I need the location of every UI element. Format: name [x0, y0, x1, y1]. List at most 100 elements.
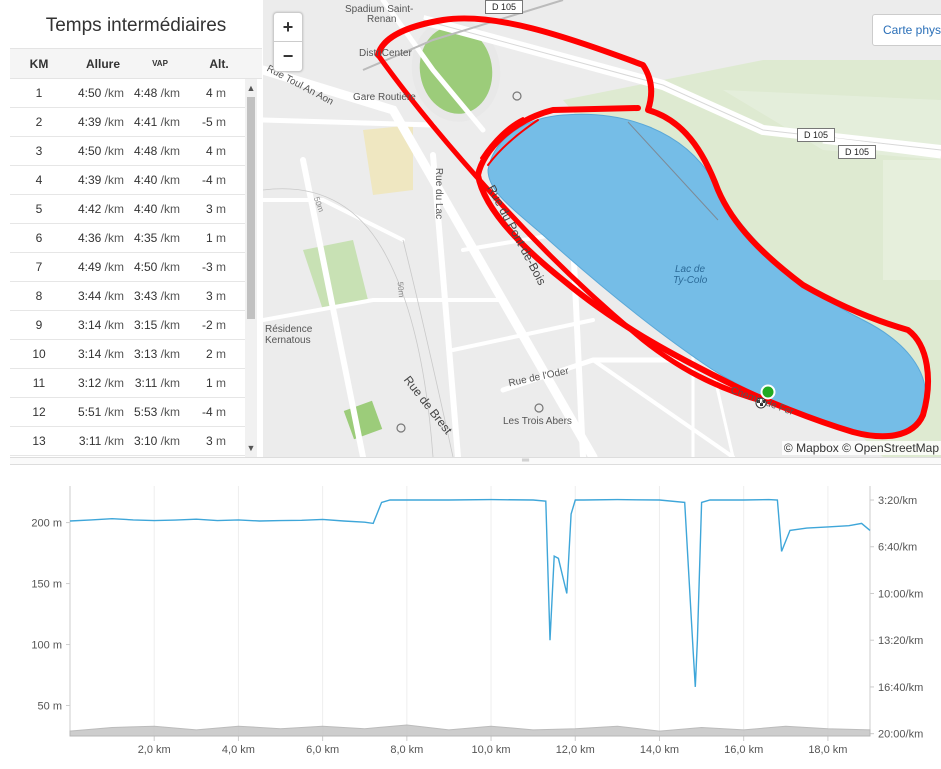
split-vap-unit: /km: [157, 86, 180, 100]
split-pace: 4:42 /km: [68, 202, 124, 216]
split-vap-value: 3:43: [133, 289, 158, 303]
split-km: 6: [10, 231, 68, 245]
caret-up-icon[interactable]: ▲: [246, 83, 256, 93]
split-km-value: 4: [35, 173, 43, 187]
split-alt-unit: m: [212, 405, 226, 419]
chart-left-tick-label: 200 m: [31, 518, 62, 530]
split-row[interactable]: 2 4:39 /km 4:41 /km -5 m: [10, 108, 245, 137]
zoom-in-button[interactable]: +: [274, 13, 302, 42]
split-pace-value: 4:42: [77, 202, 102, 216]
split-row[interactable]: 10 3:14 /km 3:13 /km 2 m: [10, 340, 245, 369]
split-alt-unit: m: [212, 173, 226, 187]
zoom-out-button[interactable]: −: [282, 46, 294, 66]
map-canvas: [263, 0, 941, 457]
split-alt-unit: m: [212, 347, 226, 361]
split-vap: 3:10 /km: [124, 434, 180, 448]
split-alt-unit: m: [212, 260, 226, 274]
split-km-value: 1: [35, 86, 43, 100]
split-alt: 3 m: [180, 289, 228, 303]
split-vap-unit: /km: [157, 115, 180, 129]
split-row[interactable]: 9 3:14 /km 3:15 /km -2 m: [10, 311, 245, 340]
split-pace-unit: /km: [101, 202, 124, 216]
split-row[interactable]: 4 4:39 /km 4:40 /km -4 m: [10, 166, 245, 195]
header-km[interactable]: KM: [29, 56, 49, 71]
split-vap-unit: /km: [157, 405, 180, 419]
split-row[interactable]: 8 3:44 /km 3:43 /km 3 m: [10, 282, 245, 311]
split-row[interactable]: 7 4:49 /km 4:50 /km -3 m: [10, 253, 245, 282]
split-vap-unit: /km: [157, 202, 180, 216]
drag-handle-icon[interactable]: ═: [522, 455, 530, 466]
split-vap: 4:48 /km: [124, 144, 180, 158]
split-alt: 4 m: [180, 86, 228, 100]
chart-left-tick-label: 50 m: [38, 701, 62, 713]
split-pace-unit: /km: [101, 173, 124, 187]
split-km: 5: [10, 202, 68, 216]
split-pace: 4:50 /km: [68, 86, 124, 100]
map-label-renan: Renan: [367, 14, 397, 25]
split-km: 10: [10, 347, 68, 361]
elevation-pace-chart[interactable]: 2,0 km 4,0 km 6,0 km 8,0 km 10,0 km 12,0 km 14…: [10, 466, 941, 769]
chart-x-tick-label: 12,0 km: [556, 744, 595, 756]
split-km-value: 11: [32, 376, 46, 390]
splits-title: Temps intermédiaires: [45, 15, 227, 36]
split-row[interactable]: 1 4:50 /km 4:48 /km 4 m: [10, 79, 245, 108]
split-vap-unit: /km: [157, 144, 180, 158]
split-row[interactable]: 5 4:42 /km 4:40 /km 3 m: [10, 195, 245, 224]
header-vap[interactable]: VAP: [152, 59, 168, 68]
panel-resize-handle[interactable]: ═: [10, 455, 941, 466]
split-row[interactable]: 3 4:50 /km 4:48 /km 4 m: [10, 137, 245, 166]
split-vap-value: 4:40: [133, 173, 158, 187]
split-km: 9: [10, 318, 68, 332]
split-alt-value: 4: [205, 144, 213, 158]
split-alt-unit: m: [212, 115, 226, 129]
split-km: 7: [10, 260, 68, 274]
split-pace-value: 4:50: [77, 86, 102, 100]
splits-scrollbar[interactable]: ▲ ▼: [245, 79, 257, 457]
split-pace-value: 3:11: [78, 434, 102, 448]
split-pace-unit: /km: [101, 289, 124, 303]
split-pace: 4:49 /km: [68, 260, 124, 274]
road-shield-d105-right: D 105: [838, 145, 877, 159]
splits-table-header: KM Allure VAP Alt.: [10, 48, 262, 79]
split-row[interactable]: 6 4:36 /km 4:35 /km 1 m: [10, 224, 245, 253]
map-attribution[interactable]: © Mapbox © OpenStreetMap: [781, 441, 941, 455]
split-row[interactable]: 12 5:51 /km 5:53 /km -4 m: [10, 398, 245, 427]
split-pace: 3:12 /km: [68, 376, 124, 390]
split-alt: -4 m: [180, 173, 228, 187]
map-type-button[interactable]: Carte physique: [872, 14, 941, 46]
chart-left-tick-label: 150 m: [31, 579, 62, 591]
split-alt: 3 m: [180, 202, 228, 216]
split-row[interactable]: 13 3:11 /km 3:10 /km 3 m: [10, 427, 245, 456]
split-vap-value: 5:53: [133, 405, 158, 419]
split-alt-value: 3: [205, 289, 213, 303]
route-map[interactable]: Spadium Saint- Renan DistriCenter Gare R…: [263, 0, 941, 457]
split-alt: -3 m: [180, 260, 228, 274]
split-alt-unit: m: [212, 144, 226, 158]
split-vap-unit: /km: [157, 231, 180, 245]
split-pace: 3:11 /km: [68, 434, 124, 448]
split-pace-unit: /km: [101, 318, 124, 332]
map-label-trois-abers: Les Trois Abers: [503, 416, 572, 427]
split-alt: -5 m: [180, 115, 228, 129]
header-pace[interactable]: Allure: [85, 56, 120, 71]
split-vap: 4:40 /km: [124, 173, 180, 187]
scrollbar-thumb[interactable]: [247, 97, 255, 319]
split-vap-unit: /km: [157, 173, 180, 187]
split-pace-unit: /km: [101, 144, 124, 158]
split-km-value: 5: [35, 202, 43, 216]
split-vap: 4:48 /km: [124, 86, 180, 100]
split-vap: 3:15 /km: [124, 318, 180, 332]
road-shield-d105-mid: D 105: [797, 128, 836, 142]
split-alt-value: 2: [205, 347, 213, 361]
splits-panel: Temps intermédiaires KM Allure VAP Alt. …: [10, 0, 262, 457]
splits-table-body[interactable]: 1 4:50 /km 4:48 /km 4 m 2 4:39 /km 4:41 /km -5 …: [10, 79, 262, 457]
split-alt: 1 m: [180, 376, 228, 390]
split-pace-unit: /km: [101, 405, 124, 419]
caret-down-icon[interactable]: ▼: [246, 443, 256, 453]
map-label-kernatous: Kernatous: [265, 335, 311, 346]
split-vap: 4:50 /km: [124, 260, 180, 274]
split-row[interactable]: 11 3:12 /km 3:11 /km 1 m: [10, 369, 245, 398]
map-label-residence: Résidence: [265, 324, 313, 335]
split-vap-unit: /km: [157, 347, 180, 361]
header-alt[interactable]: Alt.: [209, 56, 229, 71]
